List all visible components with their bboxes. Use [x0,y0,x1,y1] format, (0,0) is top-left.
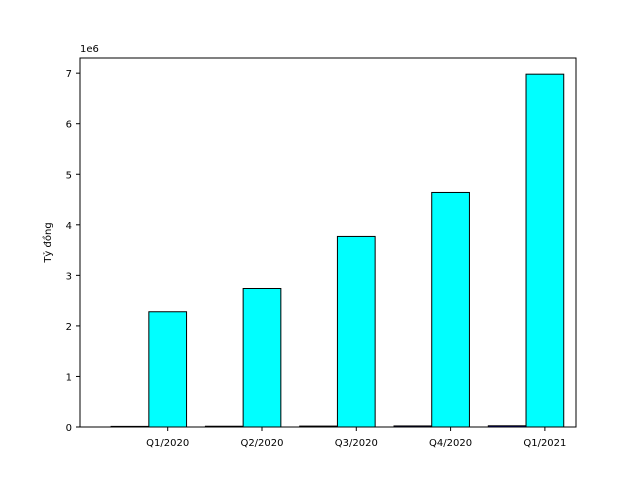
bar-series2-1 [242,287,282,428]
y-tick-label-7: 7 [66,69,72,80]
bar-series2-2 [336,235,376,428]
bars [110,73,565,428]
bar-series2-4 [525,73,565,428]
y-axis-label: Tỷ đồng [42,222,54,263]
x-tick-label-3: Q4/2020 [429,438,472,449]
plot-frame [79,57,577,428]
x-tick-label-0: Q1/2020 [146,438,189,449]
y-offset-label: 1e6 [80,44,99,55]
y-tick-label-3: 3 [66,271,72,282]
x-axis: Q1/2020 Q2/2020 Q3/2020 Q4/2020 Q1/2021 [146,427,566,449]
bar-series2-3 [431,191,470,428]
x-tick-label-4: Q1/2021 [523,438,566,449]
y-axis: 0 1 2 3 4 5 6 7 [66,69,80,434]
bar-series2-0 [148,311,188,428]
y-tick-label-0: 0 [66,423,72,434]
y-tick-label-6: 6 [66,120,72,131]
y-tick-label-1: 1 [66,372,72,383]
y-tick-label-2: 2 [66,322,72,333]
y-tick-label-5: 5 [66,170,72,181]
y-tick-label-4: 4 [66,221,72,232]
x-tick-label-2: Q3/2020 [335,438,378,449]
x-tick-label-1: Q2/2020 [240,438,283,449]
